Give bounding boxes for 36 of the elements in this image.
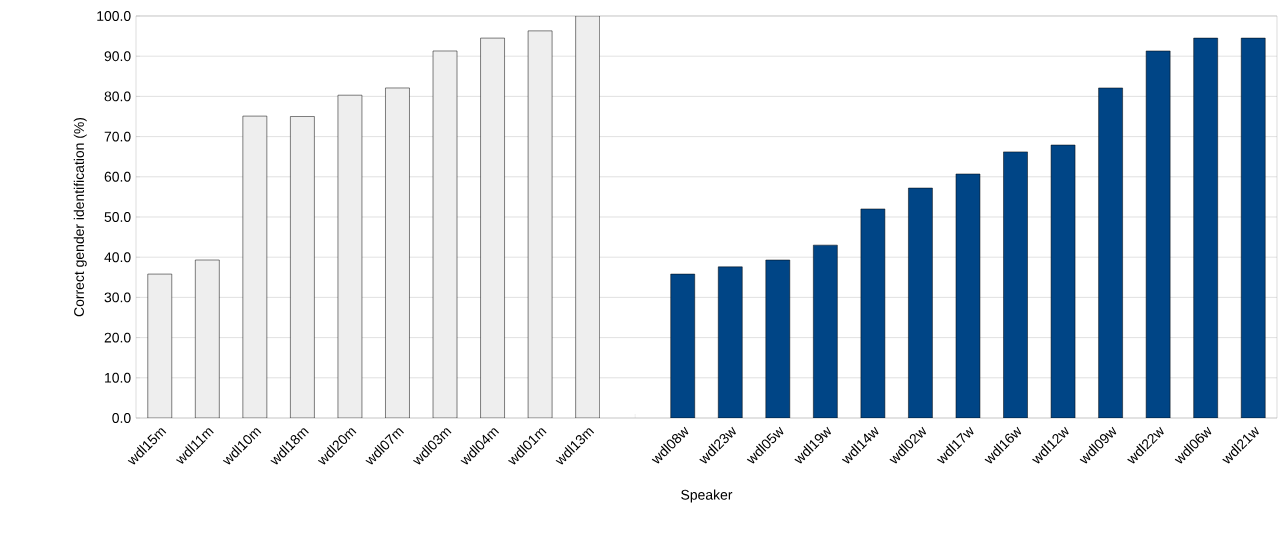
y-tick-label: 20.0 xyxy=(104,332,131,343)
y-axis-title: Correct gender identification (%) xyxy=(73,117,87,317)
y-tick-label: 30.0 xyxy=(104,292,131,303)
bar xyxy=(1145,50,1171,418)
bar xyxy=(1098,87,1123,418)
bar xyxy=(290,116,315,418)
y-tick-label: 0.0 xyxy=(112,413,131,423)
y-tick-label: 40.0 xyxy=(104,252,131,263)
bar xyxy=(1240,37,1266,418)
bar xyxy=(195,259,220,418)
y-tick-label: 50.0 xyxy=(104,212,131,222)
bar xyxy=(1003,151,1028,418)
bar xyxy=(908,187,933,418)
bar xyxy=(242,115,268,418)
x-axis-title: Speaker xyxy=(681,489,733,503)
bar xyxy=(1193,37,1218,418)
bar xyxy=(670,273,695,418)
bar xyxy=(575,16,600,418)
y-tick-label: 60.0 xyxy=(104,171,131,182)
bar xyxy=(765,259,791,418)
bar xyxy=(813,244,838,418)
y-tick-label: 10.0 xyxy=(105,372,131,383)
bar xyxy=(718,266,743,418)
bar xyxy=(1050,144,1076,418)
bar xyxy=(955,173,981,418)
y-tick-label: 90.0 xyxy=(104,51,131,62)
y-tick-label: 70.0 xyxy=(104,131,131,142)
bar xyxy=(860,208,886,418)
y-tick-label: 80.0 xyxy=(104,91,131,102)
bar xyxy=(432,50,458,418)
bar xyxy=(527,30,553,418)
y-tick-label: 100.0 xyxy=(97,11,131,21)
bar xyxy=(480,37,505,418)
bar xyxy=(337,94,363,418)
bar xyxy=(385,87,410,418)
bar xyxy=(147,273,173,418)
